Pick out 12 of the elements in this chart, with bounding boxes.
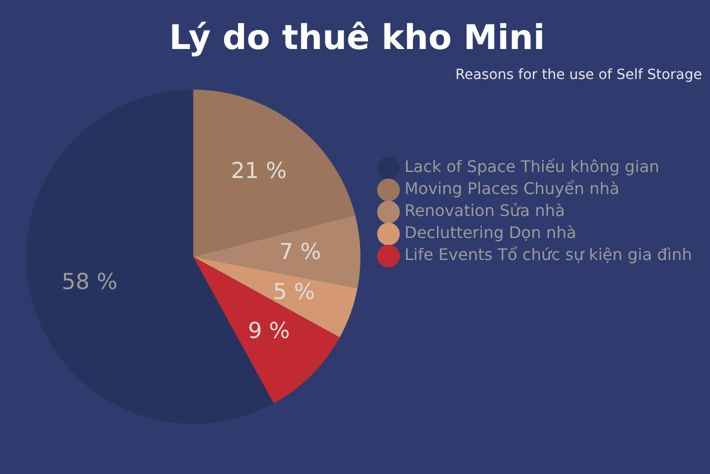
legend-label: Life Events Tổ chức sự kiện gia đình [404, 245, 692, 264]
data-label: 7 % [279, 240, 322, 266]
chart-title: Lý do thuê kho Mini [169, 18, 545, 58]
chart-subtitle: Reasons for the use of Self Storage [455, 66, 702, 83]
data-label: 5 % [272, 280, 315, 305]
legend-label: Decluttering Dọn nhà [404, 223, 576, 242]
legend-label: Moving Places Chuyển nhà [404, 179, 620, 198]
legend-label: Renovation Sửa nhà [404, 201, 565, 220]
data-label: 9 % [248, 319, 290, 344]
data-label: 58 % [62, 270, 118, 296]
data-label: 21 % [230, 158, 287, 184]
legend-label: Lack of Space Thiếu không gian [404, 157, 660, 176]
